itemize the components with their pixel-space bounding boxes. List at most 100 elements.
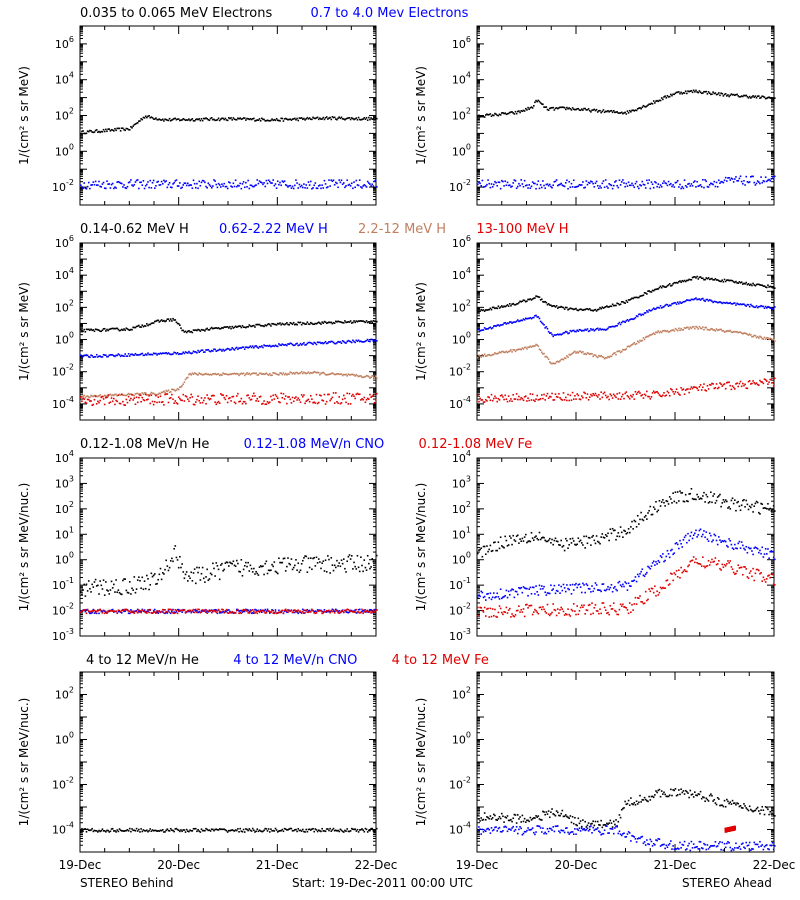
data-point [127,128,130,131]
data-point [497,181,500,183]
data-point [369,567,371,570]
data-point [715,279,718,281]
data-point [182,608,185,611]
data-point [192,119,195,122]
data-point [333,564,336,567]
data-point [304,344,306,346]
data-point [239,609,241,612]
data-point [151,322,154,324]
data-point [192,329,195,331]
data-point [332,321,335,324]
data-point [634,182,637,185]
data-point [175,610,178,613]
data-point [502,350,504,353]
data-point [355,320,358,322]
data-point [339,611,342,614]
data-point [714,185,717,188]
y-tick-label: 10-2 [52,602,74,618]
data-point [750,97,752,99]
data-point [531,345,534,348]
data-point [276,572,279,575]
data-point [720,180,722,183]
data-point [323,393,326,396]
data-point [593,354,596,356]
data-point [139,181,141,184]
data-point [672,329,674,331]
data-point [727,279,729,281]
data-point [726,180,728,182]
data-point [224,349,227,351]
data-point [690,89,693,92]
data-point [214,610,216,613]
data-point [624,348,626,351]
data-point [601,355,604,358]
data-point [89,612,91,615]
data-point [633,110,636,112]
data-point [110,183,113,186]
data-point [286,118,288,120]
data-point [155,394,157,397]
data-point [357,116,360,119]
data-point [113,130,115,132]
data-point [754,184,757,186]
data-point [271,563,273,566]
data-point [292,611,295,614]
data-point [218,578,221,581]
data-point [483,185,486,188]
data-point [713,300,716,303]
data-point [243,326,246,329]
data-point [308,184,311,186]
data-point [167,401,170,404]
data-point [127,592,130,594]
data-point [250,398,253,401]
data-point [165,393,167,395]
data-point [251,345,254,347]
data-point [559,183,561,186]
data-point [627,111,630,114]
data-point [718,92,720,94]
data-point [123,609,125,611]
data-point [216,118,219,121]
data-point [530,185,533,188]
data-point [231,372,234,375]
data-point [127,612,130,615]
data-point [134,352,137,355]
data-point [666,184,669,187]
data-point [267,179,270,182]
data-point [308,610,311,613]
data-point [484,114,487,116]
data-point [324,610,327,613]
data-point [719,182,721,184]
data-point [712,183,714,186]
data-point [609,183,612,186]
data-point [593,186,596,188]
data-point [108,394,111,396]
data-point [297,372,300,375]
data-point [262,565,264,567]
data-point [239,400,241,403]
data-point [740,180,743,183]
data-point [577,107,580,110]
data-point [598,187,600,190]
data-point [491,306,494,309]
data-point [275,187,278,189]
data-point [560,333,562,336]
data-point [552,305,554,307]
data-point [742,95,744,98]
data-point [182,117,185,120]
data-point [694,298,696,300]
data-point [110,327,113,330]
data-point [544,106,546,108]
data-point [698,298,701,300]
data-point [373,608,376,611]
data-point [650,334,653,336]
data-point [335,566,337,569]
data-point [274,570,277,573]
data-point [263,610,265,613]
data-point [365,339,368,342]
data-point [246,372,248,374]
data-point [201,374,204,376]
data-point [187,182,189,185]
data-point [336,609,338,612]
data-point [639,313,641,315]
